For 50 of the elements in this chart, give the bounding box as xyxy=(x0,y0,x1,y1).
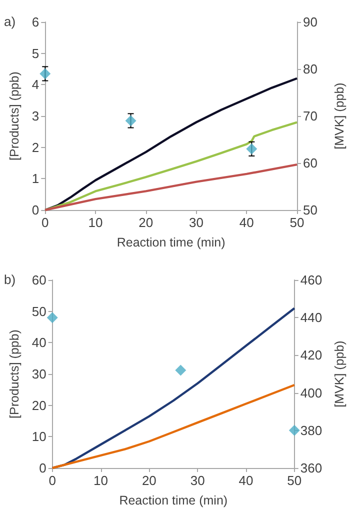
y-tick-label: 0 xyxy=(39,460,46,476)
y2-tick-label: 420 xyxy=(300,348,322,363)
point xyxy=(246,143,258,154)
y-tick-label: 50 xyxy=(32,304,46,319)
x-tick-label: 10 xyxy=(88,215,103,230)
y-tick-label: 5 xyxy=(32,46,40,61)
x-axis-title: Reaction time (min) xyxy=(116,236,226,250)
x-tick-label: 20 xyxy=(138,215,154,230)
x-tick-label: 0 xyxy=(48,473,56,488)
point xyxy=(125,115,136,126)
x-tick-label: 30 xyxy=(189,215,204,230)
x-tick-label: 10 xyxy=(94,473,108,488)
y2-tick-label: 50 xyxy=(303,202,318,218)
x-tick-label: 50 xyxy=(290,215,304,230)
y2-tick-label: 400 xyxy=(300,385,322,400)
y2-tick-label: 380 xyxy=(300,422,322,438)
y-tick-label: 3 xyxy=(32,108,40,124)
y-tick-label: 6 xyxy=(32,14,40,30)
y-tick-label: 40 xyxy=(32,335,46,350)
point xyxy=(40,68,51,80)
y-axis-title: [Products] (ppb) xyxy=(8,330,22,418)
x-axis-title: Reaction time (min) xyxy=(119,494,228,508)
x-tick-label: 40 xyxy=(239,215,254,230)
y2-axis-title: [MVK] (ppb) xyxy=(332,340,346,408)
y-tick-label: 4 xyxy=(32,77,40,92)
y2-tick-label: 360 xyxy=(300,460,322,476)
y2-tick-label: 80 xyxy=(303,62,318,76)
y2-tick-label: 60 xyxy=(303,156,318,170)
y-tick-label: 20 xyxy=(32,398,46,413)
y2-tick-label: 460 xyxy=(300,272,322,288)
x-tick-label: 40 xyxy=(238,473,254,488)
y-tick-label: 2 xyxy=(32,140,40,155)
x-tick-label: 30 xyxy=(190,473,205,488)
point xyxy=(175,364,186,376)
y2-axis-title: [MVK] (ppb) xyxy=(332,82,346,150)
y2-tick-label: 70 xyxy=(303,108,318,124)
text: a) xyxy=(4,14,16,29)
x-tick-label: 50 xyxy=(287,473,302,488)
y-tick-label: 30 xyxy=(32,366,46,382)
y2-tick-label: 90 xyxy=(303,14,318,30)
y-tick-label: 0 xyxy=(32,202,40,218)
y-tick-label: 1 xyxy=(32,171,40,186)
x-tick-label: 20 xyxy=(142,473,156,488)
y-tick-label: 60 xyxy=(32,272,46,288)
y-tick-label: 10 xyxy=(32,429,46,444)
point xyxy=(288,424,300,436)
text: b) xyxy=(4,272,16,287)
y-axis-title: [Products] (ppb) xyxy=(8,72,22,160)
y2-tick-label: 440 xyxy=(300,310,322,326)
point xyxy=(46,312,58,324)
